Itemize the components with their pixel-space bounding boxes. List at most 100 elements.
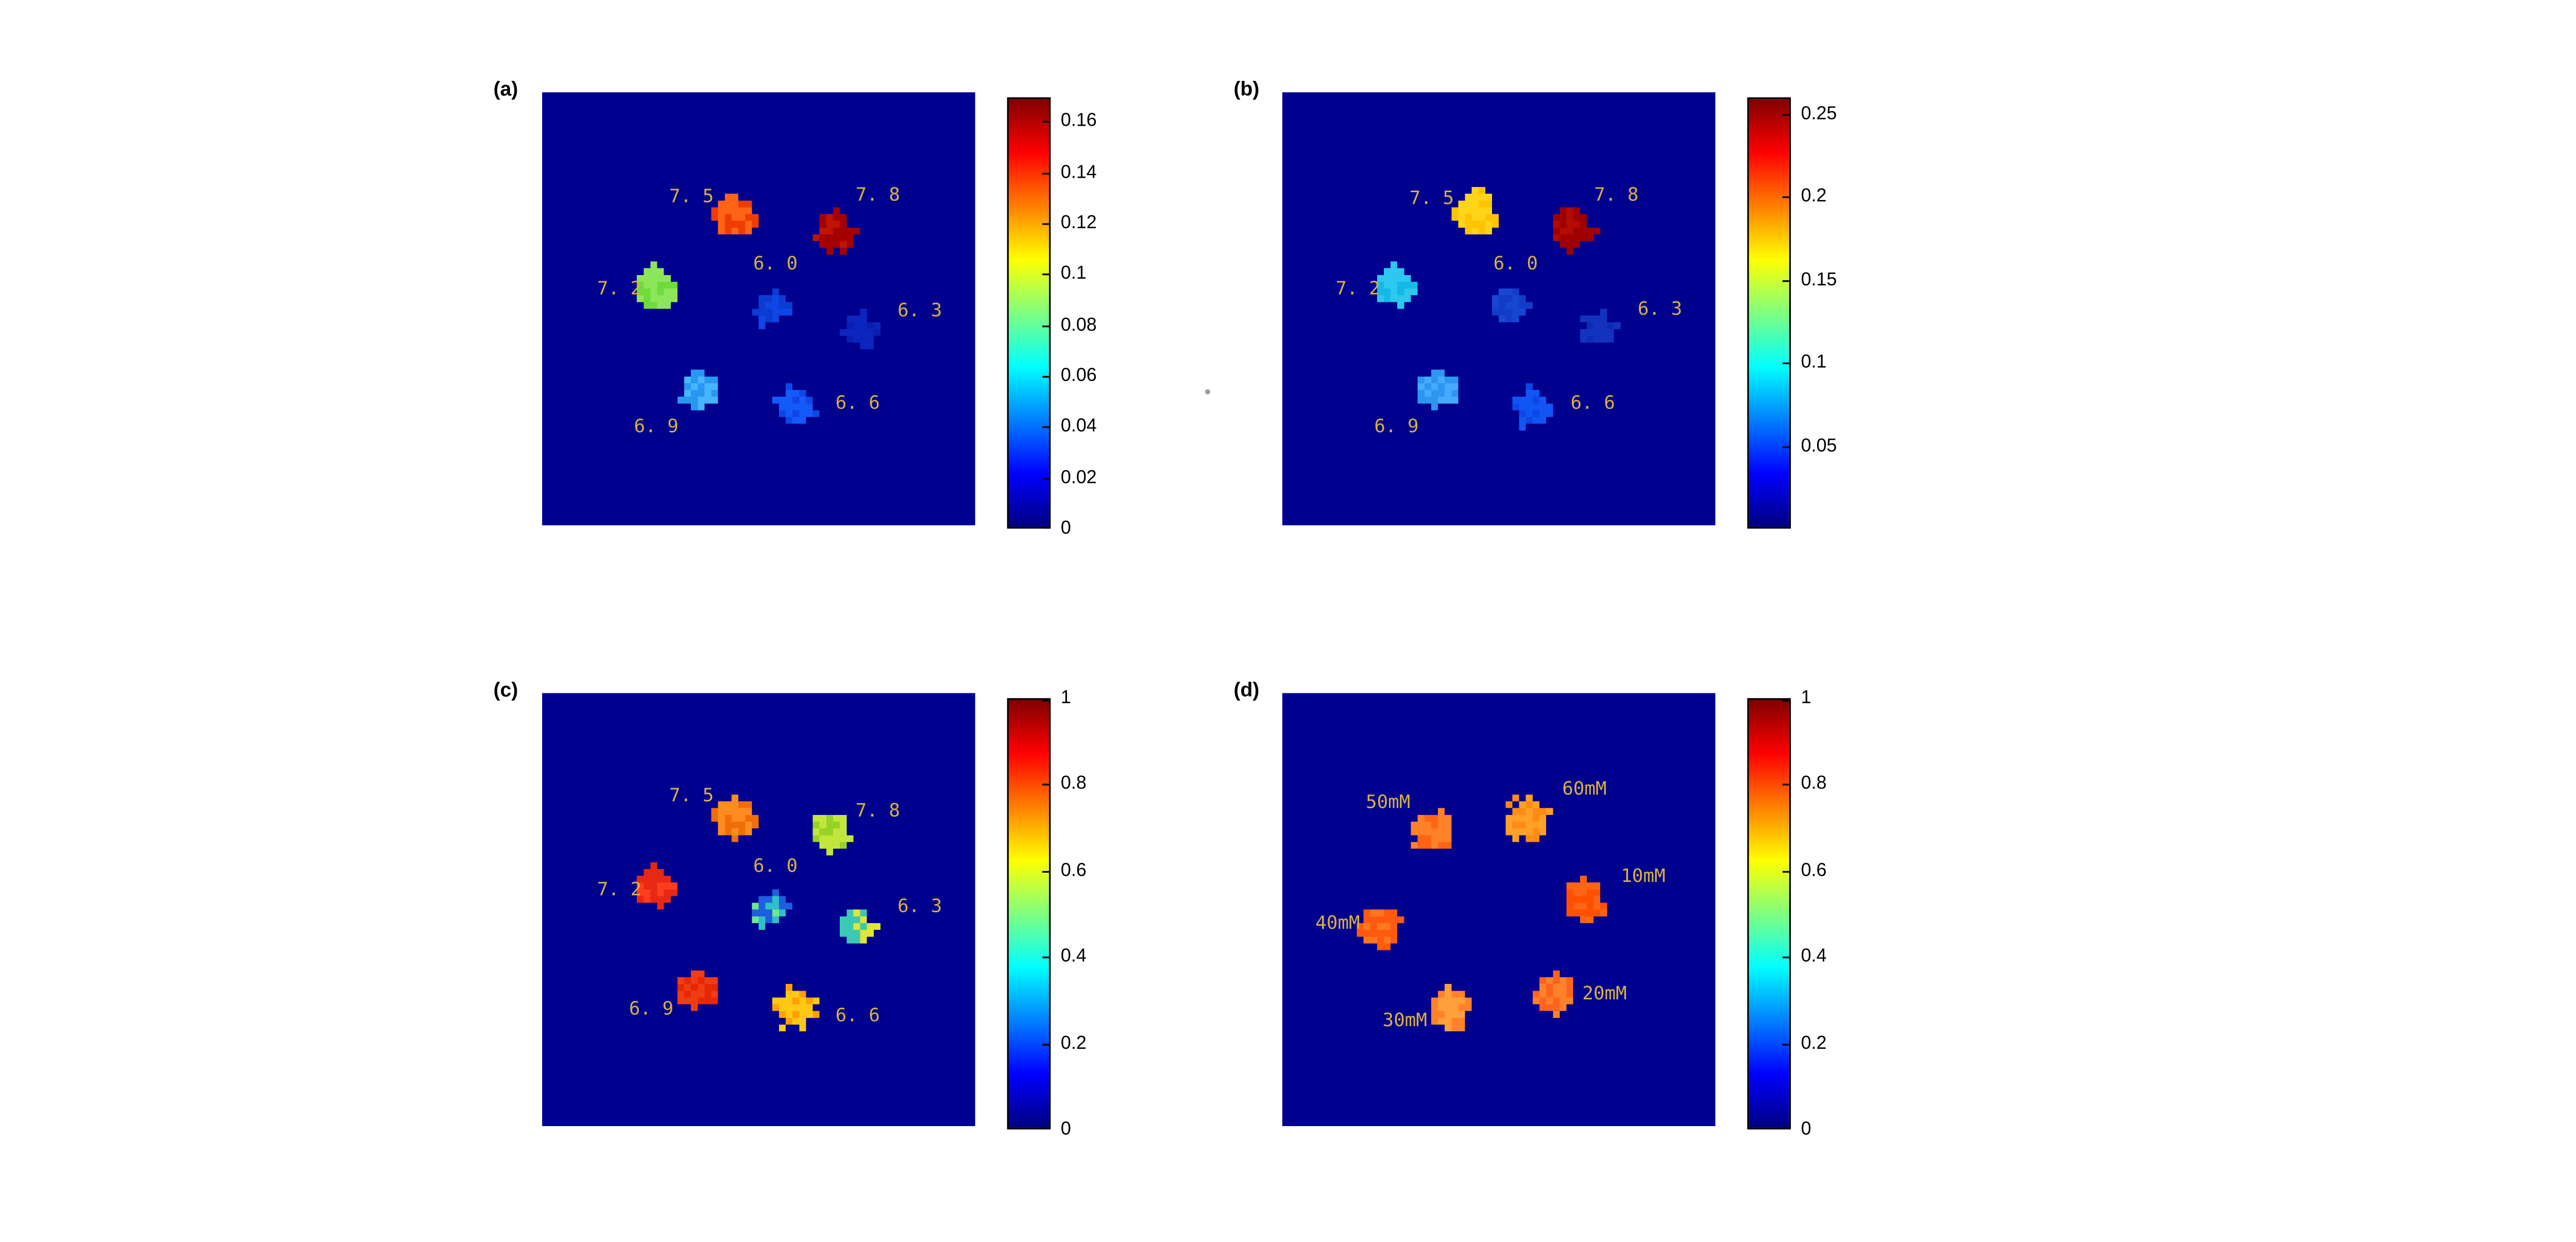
colorbar-tick-mark [1782, 114, 1789, 116]
colorbar-tick-label: 0.6 [1060, 860, 1087, 881]
colorbar-gradient-c [1007, 698, 1051, 1130]
colorbar-tick-mark [1782, 1043, 1789, 1045]
tube-label-78: 7. 8 [855, 799, 900, 822]
colorbar-tick-label: 1 [1060, 688, 1071, 708]
colorbar-tick-mark [1042, 376, 1049, 378]
tube-label-75: 7. 5 [669, 785, 714, 807]
panel-c: (c) 7. 5 7. 8 6. 0 7. 2 6. 3 6. 9 6. 6 1 0.8 0.6… [494, 671, 1165, 1225]
panel-label-a: (a) [493, 77, 518, 101]
tube-label-63: 6. 3 [897, 299, 942, 321]
colorbar-gradient-d [1747, 698, 1791, 1130]
colorbar-tick-label: 0.2 [1801, 187, 1827, 208]
colorbar-tick-mark [1042, 478, 1049, 480]
colorbar-tick-label: 0.06 [1060, 366, 1097, 386]
colorbar-tick-mark [1042, 526, 1049, 529]
tube-label-78: 7. 8 [855, 183, 900, 206]
colorbar-tick-label: 0.12 [1060, 213, 1097, 233]
colorbar-tick-mark [1782, 446, 1789, 448]
colorbar-gradient-b [1747, 97, 1791, 529]
tube-label-66: 6. 6 [1570, 392, 1615, 414]
colorbar-a: 0.16 0.14 0.12 0.1 0.08 0.06 0.04 0.02 0 [1007, 97, 1097, 539]
colorbar-tick-label: 0.1 [1801, 353, 1827, 373]
colorbar-tick-label: 1 [1801, 688, 1811, 708]
colorbar-tick-label: 0 [1801, 1119, 1811, 1140]
tube-label-60: 6. 0 [753, 855, 798, 877]
colorbar-d: 1 0.8 0.6 0.4 0.2 0 [1747, 688, 1826, 1139]
colorbar-tick-label: 0.2 [1801, 1033, 1827, 1053]
tube-label-60: 6. 0 [753, 252, 798, 275]
tube-label-78: 7. 8 [1594, 183, 1639, 206]
colorbar-tick-label: 0.14 [1060, 162, 1097, 183]
panel-label-b: (b) [1233, 77, 1260, 101]
colorbar-tick-label: 0.6 [1801, 860, 1827, 881]
colorbar-c: 1 0.8 0.6 0.4 0.2 0 [1007, 688, 1087, 1139]
colorbar-tick-mark [1042, 871, 1049, 873]
panel-label-d: (d) [1233, 678, 1260, 702]
phantom-image-c: 7. 5 7. 8 6. 0 7. 2 6. 3 6. 9 6. 6 [542, 693, 975, 1126]
colorbar-tick-label: 0.02 [1060, 467, 1097, 488]
colorbar-tick-mark [1782, 784, 1789, 786]
colorbar-tick-label: 0.25 [1801, 104, 1837, 125]
tube-label-20mM: 20mM [1582, 982, 1627, 1005]
colorbar-tick-label: 0 [1060, 1119, 1071, 1140]
tube-label-63: 6. 3 [897, 895, 942, 917]
colorbar-tick-mark [1042, 223, 1049, 225]
colorbar-tick-mark [1782, 197, 1789, 199]
colorbar-tick-label: 0.16 [1060, 111, 1097, 132]
colorbar-tick-label: 0.8 [1060, 774, 1087, 795]
tube-label-75: 7. 5 [669, 185, 714, 208]
colorbar-tick-label: 0.4 [1801, 947, 1827, 967]
colorbar-tick-mark [1782, 1128, 1789, 1130]
colorbar-tick-mark [1782, 363, 1789, 365]
tube-label-69: 6. 9 [1374, 415, 1419, 437]
colorbar-tick-mark [1042, 1128, 1049, 1130]
tube-label-72: 7. 2 [597, 878, 642, 900]
colorbar-tick-mark [1042, 121, 1049, 124]
tube-label-40mM: 40mM [1315, 912, 1360, 934]
phantom-canvas-a [542, 92, 975, 525]
phantom-canvas-d [1282, 693, 1716, 1126]
colorbar-tick-mark [1042, 784, 1049, 786]
tube-label-69: 6. 9 [629, 997, 674, 1020]
tube-label-69: 6. 9 [634, 415, 679, 437]
panel-label-c: (c) [493, 678, 518, 702]
colorbar-tick-label: 0.4 [1060, 947, 1087, 967]
colorbar-tick-mark [1042, 325, 1049, 327]
tube-label-75: 7. 5 [1409, 187, 1454, 209]
colorbar-tick-mark [1782, 957, 1789, 959]
phantom-canvas-b [1282, 92, 1716, 525]
colorbar-tick-mark [1042, 957, 1049, 959]
colorbar-tick-mark [1042, 700, 1049, 702]
phantom-image-d: 50mM 60mM 10mM 40mM 20mM 30mM [1282, 693, 1716, 1126]
tube-label-50mM: 50mM [1366, 791, 1411, 813]
colorbar-tick-mark [1782, 700, 1789, 702]
colorbar-tick-mark [1042, 1043, 1049, 1045]
colorbar-tick-label: 0 [1060, 518, 1071, 539]
colorbar-tick-label: 0.15 [1801, 270, 1837, 291]
tube-label-60: 6. 0 [1493, 252, 1538, 275]
tube-label-72: 7. 2 [1335, 278, 1380, 300]
tube-label-72: 7. 2 [597, 278, 642, 300]
colorbar-tick-mark [1042, 274, 1049, 276]
stray-speck [1205, 389, 1210, 395]
phantom-image-a: 7. 5 7. 8 6. 0 7. 2 6. 3 6. 9 6. 6 [542, 92, 975, 525]
colorbar-tick-label: 0.8 [1801, 774, 1827, 795]
colorbar-gradient-a [1007, 97, 1051, 529]
colorbar-tick-label: 0.05 [1801, 436, 1837, 456]
phantom-image-b: 7. 5 7. 8 6. 0 7. 2 6. 3 6. 9 6. 6 [1282, 92, 1716, 525]
colorbar-tick-mark [1782, 280, 1789, 282]
tube-label-66: 6. 6 [835, 1004, 880, 1027]
tube-label-60mM: 60mM [1562, 777, 1607, 800]
tube-label-63: 6. 3 [1637, 298, 1683, 320]
tube-label-30mM: 30mM [1382, 1009, 1427, 1031]
colorbar-tick-mark [1782, 871, 1789, 873]
phantom-canvas-c [542, 693, 975, 1126]
colorbar-tick-mark [1042, 172, 1049, 174]
colorbar-tick-label: 0.08 [1060, 315, 1097, 335]
colorbar-tick-mark [1042, 427, 1049, 429]
colorbar-tick-label: 0.04 [1060, 417, 1097, 437]
colorbar-b: 0.25 0.2 0.15 0.1 0.05 [1747, 97, 1837, 529]
colorbar-tick-label: 0.2 [1060, 1033, 1087, 1053]
